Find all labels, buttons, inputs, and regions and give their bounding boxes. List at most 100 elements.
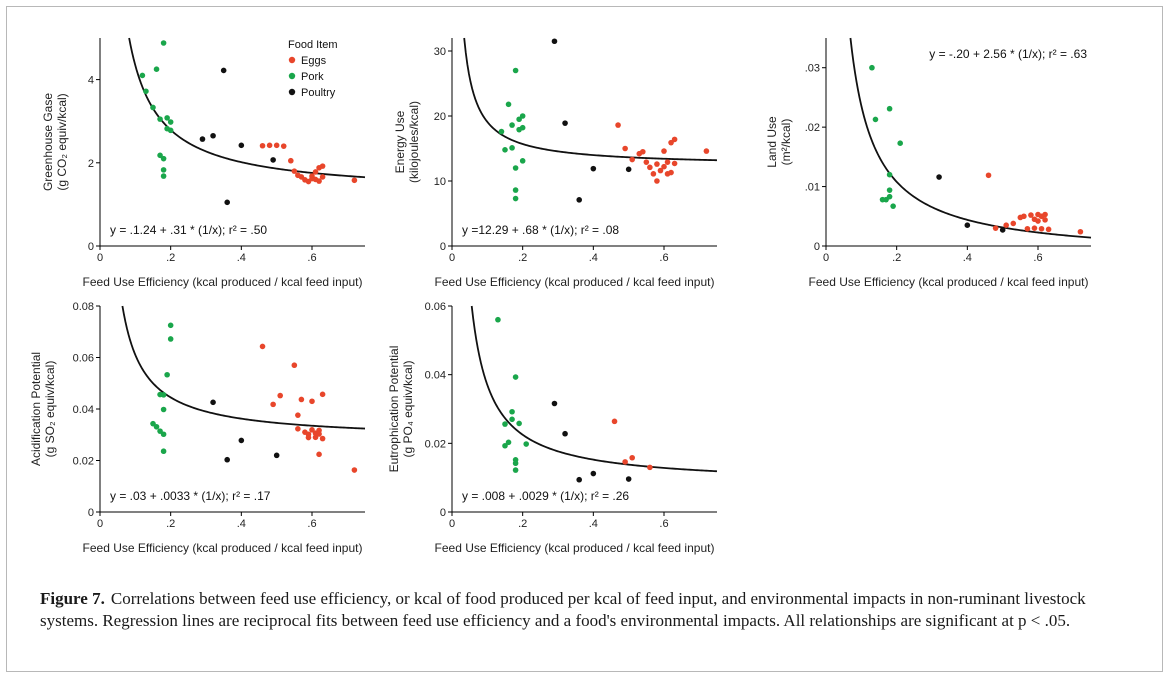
- x-tick-label: 0: [449, 518, 455, 530]
- series-poultry: [551, 38, 632, 203]
- data-point-eggs: [661, 148, 667, 154]
- y-tick-label: 0.02: [425, 438, 446, 450]
- y-axis-label-line: Acidification Potential: [29, 352, 43, 466]
- data-point-eggs: [273, 142, 280, 149]
- data-point-pork: [150, 104, 156, 111]
- x-tick-label: 0: [449, 252, 455, 264]
- y-tick-label: 0: [440, 507, 446, 519]
- data-point-eggs: [1021, 213, 1027, 220]
- data-point-eggs: [611, 418, 618, 425]
- data-point-pork: [512, 67, 519, 74]
- data-point-pork: [512, 460, 519, 467]
- data-point-poultry: [964, 222, 971, 228]
- legend-marker-eggs: [288, 56, 296, 64]
- data-point-eggs: [266, 142, 273, 149]
- regression-curve: [470, 305, 718, 473]
- data-point-eggs: [1042, 217, 1048, 223]
- data-point-pork: [519, 124, 526, 131]
- data-point-eggs: [270, 401, 276, 408]
- data-point-eggs: [295, 426, 301, 432]
- fit-equation: y = .03 + .0033 * (1/x); r² = .17: [110, 489, 271, 503]
- y-axis-label: Acidification Potential(g SO₂ equiv/kcal…: [29, 352, 57, 466]
- x-tick-label: .2: [166, 252, 175, 264]
- x-tick-label: .4: [237, 252, 246, 264]
- y-axis-label-line: (kilojoules/kcal): [407, 101, 421, 183]
- data-point-pork: [516, 116, 522, 123]
- data-point-eggs: [259, 343, 266, 350]
- y-tick-label: 4: [88, 75, 94, 87]
- data-point-eggs: [316, 178, 322, 184]
- data-point-poultry: [590, 470, 597, 477]
- data-point-eggs: [1010, 220, 1017, 227]
- y-tick-label: 0.02: [73, 456, 94, 468]
- y-tick-label: 20: [434, 111, 446, 123]
- data-point-poultry: [999, 227, 1006, 233]
- fit-equation: y = .008 + .0029 * (1/x); r² = .26: [462, 489, 629, 503]
- series-poultry: [551, 400, 632, 483]
- data-point-pork: [160, 431, 167, 438]
- panel-acid: 0 .2 .4 .6 0 0.02 0.04 0.06 0.08 Acidification Po…: [29, 301, 366, 555]
- data-point-poultry: [590, 165, 597, 172]
- data-point-eggs: [643, 159, 650, 165]
- data-point-eggs: [654, 178, 660, 184]
- data-point-pork: [512, 374, 519, 380]
- data-point-pork: [160, 392, 167, 398]
- y-axis-label-line: Land Use: [765, 116, 779, 168]
- data-point-eggs: [1031, 225, 1038, 231]
- y-axis-label-line: (g PO₄ equiv/kcal): [401, 361, 415, 458]
- data-point-eggs: [992, 225, 999, 231]
- panel-land: 0 .2 .4 .6 0 .01 .02 .03 Land Use(m²/kcal) Feed U…: [765, 37, 1092, 289]
- series-pork: [150, 322, 174, 455]
- data-point-eggs: [309, 427, 315, 433]
- legend-title: Food Item: [288, 39, 338, 51]
- data-point-eggs: [629, 454, 635, 461]
- data-point-pork: [505, 439, 512, 446]
- y-tick-label: .01: [805, 182, 820, 194]
- y-tick-label: 0.06: [425, 301, 446, 313]
- data-point-pork: [509, 408, 515, 415]
- data-point-pork: [502, 147, 508, 153]
- data-point-eggs: [309, 173, 315, 179]
- data-point-eggs: [291, 362, 298, 369]
- regression-curve: [849, 37, 1092, 239]
- data-point-eggs: [1045, 226, 1052, 233]
- y-tick-label: 0.06: [73, 353, 94, 365]
- data-point-eggs: [985, 172, 992, 179]
- data-point-pork: [509, 122, 515, 128]
- data-point-eggs: [259, 142, 266, 149]
- x-tick-label: .2: [518, 518, 527, 530]
- legend-marker-poultry: [288, 88, 296, 96]
- data-point-eggs: [622, 145, 628, 152]
- data-point-pork: [167, 119, 174, 125]
- series-eggs: [985, 172, 1084, 235]
- data-point-eggs: [664, 159, 671, 165]
- data-point-pork: [167, 127, 174, 134]
- data-point-eggs: [1028, 212, 1034, 218]
- x-axis-label: Feed Use Efficiency (kcal produced / kca…: [435, 541, 715, 555]
- data-point-pork: [160, 173, 167, 179]
- x-tick-label: .4: [963, 252, 972, 264]
- y-axis-label: Eutrophication Potential(g PO₄ equiv/kca…: [387, 346, 415, 473]
- regression-curve: [121, 305, 366, 430]
- x-axis-label: Feed Use Efficiency (kcal produced / kca…: [83, 275, 363, 289]
- panel-energy: 0 .2 .4 .6 0 10 20 30 Energy Use(kilojoules/kcal…: [393, 37, 718, 289]
- fit-equation: y =12.29 + .68 * (1/x); r² = .08: [462, 223, 619, 237]
- data-point-pork: [157, 152, 163, 159]
- data-point-pork: [872, 116, 879, 123]
- data-point-eggs: [312, 169, 319, 175]
- y-axis-label-line: (g SO₂ equiv/kcal): [43, 361, 57, 458]
- x-tick-label: 0: [97, 518, 103, 530]
- data-point-eggs: [647, 464, 653, 471]
- data-point-eggs: [671, 136, 678, 143]
- data-point-pork: [143, 88, 149, 95]
- x-tick-label: .4: [589, 518, 598, 530]
- series-eggs: [611, 418, 653, 471]
- data-point-eggs: [277, 392, 284, 399]
- data-point-pork: [167, 336, 174, 342]
- data-point-pork: [512, 165, 519, 171]
- data-point-poultry: [238, 142, 245, 149]
- data-point-pork: [160, 167, 167, 173]
- data-point-poultry: [273, 452, 280, 459]
- data-point-eggs: [657, 167, 664, 174]
- legend-label-pork: Pork: [301, 71, 324, 83]
